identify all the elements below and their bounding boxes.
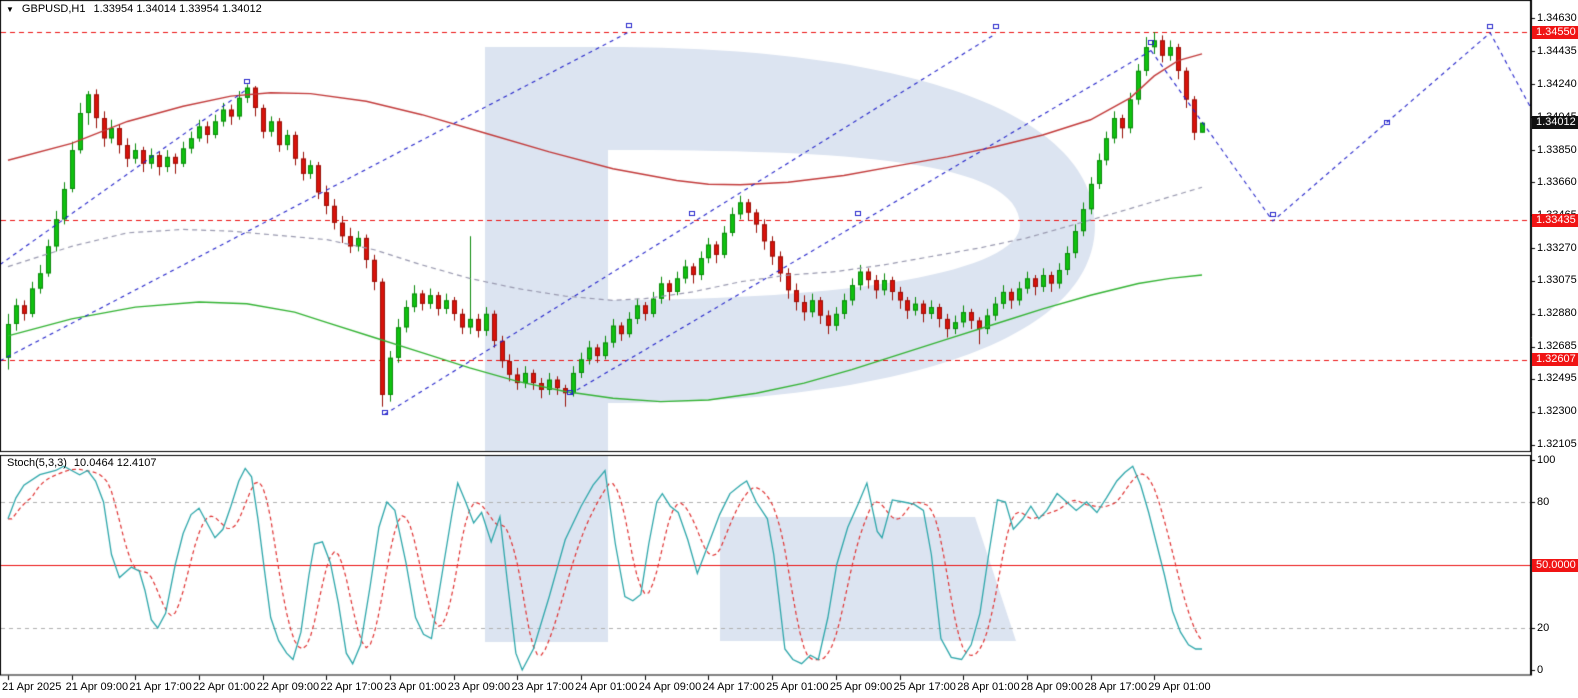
time-label: 24 Apr 17:00 (702, 681, 765, 693)
time-label: 25 Apr 17:00 (893, 681, 956, 693)
time-label: 23 Apr 17:00 (511, 681, 574, 693)
time-label: 25 Apr 01:00 (766, 681, 829, 693)
stoch-tick-label: 100 (1537, 453, 1556, 466)
time-label: 22 Apr 01:00 (193, 681, 256, 693)
time-label: 24 Apr 01:00 (575, 681, 638, 693)
price-tick-label: 1.33850 (1537, 143, 1577, 156)
time-label: 22 Apr 09:00 (256, 681, 320, 693)
indicator-name: Stoch(5,3,3) (7, 457, 67, 469)
level-price-badge: 1.34550 (1532, 25, 1578, 39)
price-tick-label: 1.34435 (1537, 44, 1577, 57)
time-label: 22 Apr 17:00 (320, 681, 383, 693)
price-tick-label: 1.32495 (1537, 372, 1577, 385)
symbol-period-label: GBPUSD,H1 (21, 3, 86, 15)
indicator-label: Stoch(5,3,3) 10.0464 12.4107 (7, 457, 157, 469)
title-ohlc-values: 1.33954 1.34014 1.33954 1.34012 (93, 3, 262, 15)
chart-title: ▼ GBPUSD,H1 1.33954 1.34014 1.33954 1.34… (6, 3, 262, 15)
price-tick-label: 1.32300 (1537, 405, 1577, 418)
price-tick-label: 1.33270 (1537, 241, 1577, 254)
time-label: 23 Apr 01:00 (384, 681, 447, 693)
last-price-badge: 1.34012 (1532, 116, 1578, 130)
time-label: 21 Apr 09:00 (65, 681, 129, 693)
indicator-values: 10.0464 12.4107 (73, 457, 157, 469)
price-tick-label: 1.32685 (1537, 340, 1577, 353)
main-chart-area[interactable] (0, 0, 1531, 452)
price-tick-label: 1.33660 (1537, 175, 1577, 188)
level-price-badge: 1.32607 (1532, 353, 1578, 367)
time-label: 28 Apr 17:00 (1084, 681, 1147, 693)
price-tick-label: 1.32880 (1537, 307, 1577, 320)
stoch-level-badge: 50.0000 (1532, 558, 1578, 572)
time-label: 24 Apr 09:00 (638, 681, 702, 693)
stoch-tick-label: 0 (1537, 663, 1544, 676)
time-label: 25 Apr 09:00 (829, 681, 893, 693)
time-label: 21 Apr 17:00 (129, 681, 192, 693)
price-tick-label: 1.34240 (1537, 77, 1577, 90)
time-label: 21 Apr 2025 (2, 681, 62, 693)
price-tick-label: 1.33075 (1537, 274, 1577, 287)
time-label: 29 Apr 01:00 (1148, 681, 1211, 693)
symbol-dropdown-icon[interactable]: ▼ (6, 4, 14, 14)
time-label: 23 Apr 09:00 (447, 681, 511, 693)
price-tick-label: 1.32105 (1537, 438, 1577, 451)
stoch-tick-label: 20 (1537, 621, 1550, 634)
stoch-panel-area[interactable] (0, 455, 1531, 675)
level-price-badge: 1.33435 (1532, 213, 1578, 227)
stoch-tick-label: 80 (1537, 495, 1550, 508)
time-label: 28 Apr 01:00 (957, 681, 1020, 693)
price-axis[interactable] (1531, 0, 1578, 676)
price-tick-label: 1.34630 (1537, 11, 1577, 24)
time-label: 28 Apr 09:00 (1020, 681, 1084, 693)
